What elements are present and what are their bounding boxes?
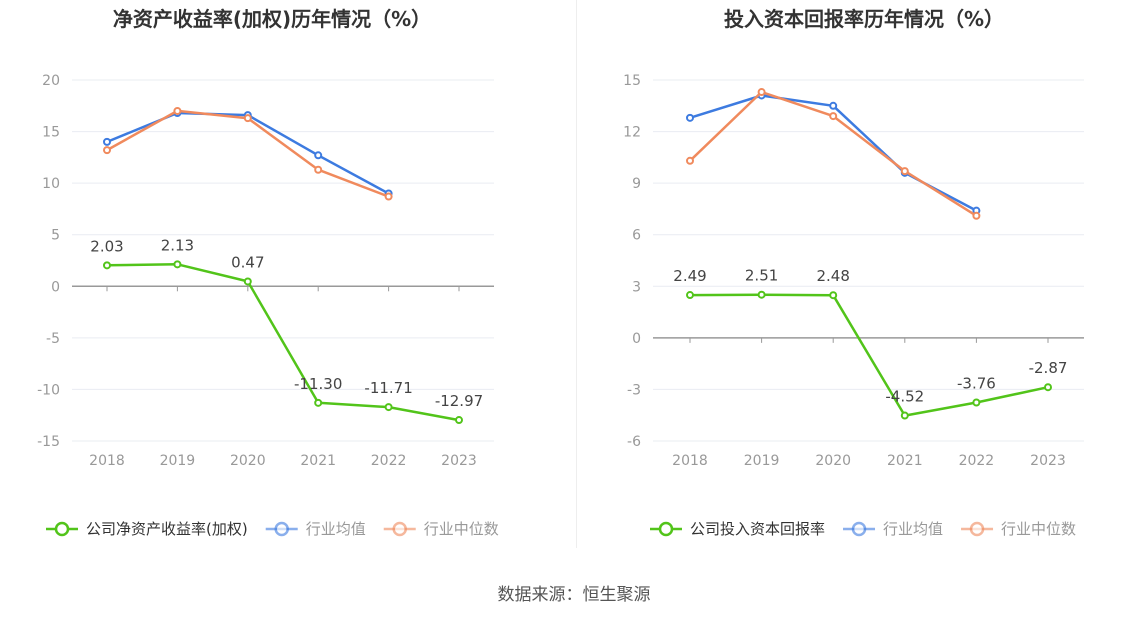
y-tick-label: -6 (627, 434, 641, 450)
y-tick-label: 12 (623, 125, 641, 141)
roe-chart-panel: 净资产收益率(加权)历年情况（%） 20 15 10 5 0 -5 -10 -15 2018 201… (0, 0, 576, 560)
data-point-company (173, 260, 182, 269)
x-tick-label: 2019 (744, 453, 780, 469)
data-label: 2.48 (816, 267, 849, 285)
data-point-company (103, 261, 111, 270)
x-tick-label: 2021 (887, 453, 923, 469)
data-point-company (900, 411, 909, 420)
data-label: 2.49 (673, 267, 706, 285)
legend-item: 行业均值 (265, 520, 366, 538)
data-label: -11.71 (364, 379, 412, 397)
y-tick-label: 10 (42, 176, 60, 192)
data-point-industry_median (757, 88, 766, 97)
panel-divider (576, 0, 577, 548)
legend-marker (658, 521, 674, 537)
y-tick-label: -3 (627, 382, 641, 398)
data-label: -11.30 (294, 375, 342, 393)
series-line-company (689, 293, 1049, 417)
data-label: 2.13 (161, 236, 194, 254)
y-tick-label: 0 (632, 331, 641, 347)
data-point-industry_median (686, 156, 694, 165)
legend-label: 行业中位数 (424, 520, 499, 538)
x-tick-label: 2018 (89, 453, 125, 469)
x-tick-label: 2022 (371, 453, 407, 469)
legend-marker (392, 521, 407, 537)
data-point-industry_avg (103, 137, 111, 146)
data-point-company (757, 290, 766, 299)
data-point-company (829, 291, 838, 300)
data-point-industry_median (384, 192, 393, 201)
data-point-industry_median (900, 167, 909, 176)
data-label: -4.52 (885, 388, 924, 406)
data-point-industry_median (829, 112, 838, 121)
data-label: -3.76 (957, 374, 996, 392)
x-tick-label: 2023 (441, 453, 477, 469)
data-label: 0.47 (231, 253, 264, 271)
legend-marker (54, 521, 70, 537)
legend-item: 公司净资产收益率(加权) (46, 520, 248, 538)
data-point-industry_median (314, 165, 323, 174)
chart-title: 净资产收益率(加权)历年情况（%） (113, 7, 431, 31)
data-point-company (243, 277, 252, 286)
data-point-industry_avg (829, 101, 838, 110)
data-label: 2.03 (90, 237, 123, 255)
data-point-company (1044, 383, 1052, 392)
y-tick-label: 20 (42, 73, 60, 89)
x-tick-label: 2018 (672, 453, 708, 469)
legend-item: 行业中位数 (383, 520, 499, 538)
data-label: -2.87 (1029, 359, 1068, 377)
y-tick-label: 5 (51, 228, 60, 244)
legend-label: 行业均值 (883, 520, 943, 538)
data-point-industry_avg (314, 151, 323, 160)
data-point-industry_median (972, 211, 981, 220)
data-label: 2.51 (745, 267, 778, 285)
x-tick-label: 2023 (1030, 453, 1066, 469)
y-tick-label: -15 (37, 434, 60, 450)
x-tick-label: 2020 (230, 453, 266, 469)
x-tick-label: 2020 (815, 453, 851, 469)
roic-chart-panel: 投入资本回报率历年情况（%） 15 12 9 6 3 0 -3 -6 2018 2019 2020 20… (576, 0, 1148, 560)
y-tick-label: 15 (623, 73, 641, 89)
x-tick-label: 2021 (300, 453, 336, 469)
y-tick-label: 3 (632, 279, 641, 295)
y-tick-label: 9 (632, 176, 641, 192)
y-tick-label: 15 (42, 125, 60, 141)
x-tick-label: 2022 (959, 453, 995, 469)
data-point-company (686, 291, 694, 300)
legend-item: 行业均值 (843, 520, 943, 538)
data-point-industry_median (173, 106, 182, 115)
chart-title: 投入资本回报率历年情况（%） (724, 7, 1004, 31)
legend-item: 公司投入资本回报率 (650, 520, 825, 538)
data-point-industry_avg (686, 113, 694, 122)
legend-marker (969, 521, 985, 537)
y-tick-label: -5 (46, 331, 60, 347)
data-label: -12.97 (435, 392, 483, 410)
legend-label: 行业中位数 (1001, 520, 1076, 538)
data-point-industry_median (103, 146, 111, 155)
legend-label: 公司净资产收益率(加权) (86, 520, 248, 538)
data-source: 数据来源：恒生聚源 (497, 585, 651, 605)
legend-item: 行业中位数 (961, 520, 1076, 538)
data-point-industry_median (243, 114, 252, 123)
roe-chart: 净资产收益率(加权)历年情况（%） 20 15 10 5 0 -5 -10 -15 2018 201… (37, 7, 499, 538)
legend-label: 行业均值 (306, 520, 366, 538)
legend-marker (851, 521, 867, 537)
series-line-company (106, 263, 460, 422)
data-point-company (384, 403, 393, 412)
series-line-industry_median (689, 90, 978, 217)
roic-chart: 投入资本回报率历年情况（%） 15 12 9 6 3 0 -3 -6 2018 2019 2020 20… (623, 7, 1084, 538)
data-point-company (455, 416, 463, 425)
x-tick-label: 2019 (160, 453, 196, 469)
data-point-company (972, 398, 981, 407)
y-tick-label: 0 (51, 279, 60, 295)
y-tick-label: 6 (632, 228, 641, 244)
data-point-company (314, 398, 323, 407)
legend-marker (274, 521, 289, 537)
legend-label: 公司投入资本回报率 (690, 520, 825, 538)
y-tick-label: -10 (37, 382, 60, 398)
